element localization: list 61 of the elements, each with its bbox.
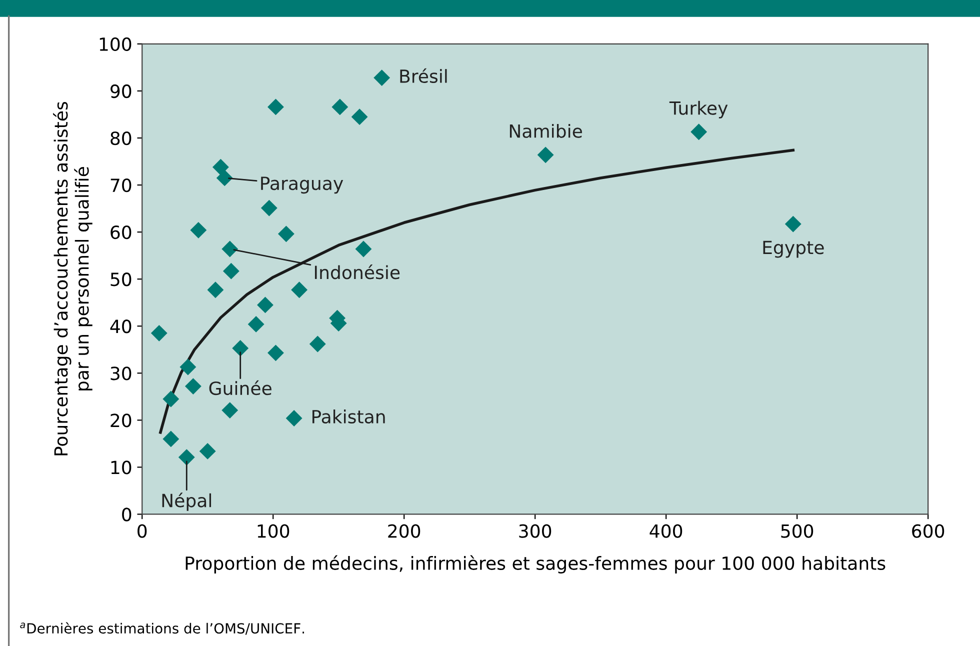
point	[278, 226, 294, 242]
point	[257, 296, 274, 314]
point	[355, 240, 372, 258]
x-tick-label: 400	[650, 524, 682, 538]
point	[190, 222, 207, 238]
text: $^{a}$Dernières estimations de l’OMS/UNICEF.	[20, 622, 304, 635]
point	[537, 146, 554, 164]
point	[199, 442, 216, 460]
point	[332, 98, 348, 116]
point	[248, 316, 264, 332]
point	[212, 158, 229, 176]
y-tick-label: 30	[110, 366, 132, 380]
point	[309, 336, 326, 352]
point	[162, 430, 180, 448]
point	[162, 390, 180, 408]
x-tick-label: 500	[781, 524, 814, 538]
y-axis-title: Pourcentage d’accouchements assistés par un personnel qualifié	[53, 102, 92, 456]
point	[232, 340, 249, 356]
y-tick-label: 70	[110, 178, 132, 192]
y-tick-label: 40	[110, 320, 132, 334]
annotation: Brésil	[400, 68, 447, 84]
point	[784, 216, 802, 232]
y-tick-label: 60	[110, 226, 132, 240]
x-tick-label: 600	[912, 524, 944, 538]
point	[690, 124, 708, 140]
point	[216, 170, 233, 186]
point	[222, 262, 240, 280]
y-tick-label: 50	[110, 272, 132, 286]
point	[184, 378, 202, 395]
point	[267, 344, 284, 362]
x-tick-label: 200	[388, 524, 420, 538]
annotation: Paraguay	[261, 176, 344, 194]
y-tick-label: 80	[110, 131, 132, 146]
annotation: Guinée	[209, 380, 272, 396]
y-tick-label: 0	[122, 508, 132, 522]
point	[222, 240, 238, 258]
annotation: Indonésie	[314, 264, 400, 280]
point	[286, 410, 302, 426]
point	[150, 324, 168, 342]
annotation: Namibie	[510, 124, 582, 138]
annotation: Pakistan	[312, 410, 385, 424]
point	[351, 108, 368, 126]
x-tick-label: 0	[138, 524, 147, 538]
x-tick-label: 300	[519, 524, 552, 538]
point	[374, 70, 390, 86]
x-tick-label: 100	[258, 524, 290, 538]
point	[267, 98, 284, 116]
point	[260, 200, 278, 216]
y-tick-label: 20	[110, 414, 132, 428]
point	[178, 449, 195, 466]
annotation: Egypte	[763, 240, 824, 258]
point	[180, 358, 196, 376]
annotation: Népal	[162, 492, 212, 511]
y-tick-label: 10	[111, 460, 132, 474]
point	[222, 402, 238, 418]
x-axis-title: Proportion de médecins, infirmières et sages-femmes pour 100 000 habitants	[186, 555, 886, 574]
y-tick-label: 90	[110, 84, 132, 98]
point	[291, 282, 308, 298]
point	[207, 282, 224, 298]
annotation: Turkey	[669, 100, 728, 118]
y-tick-label: 100	[100, 37, 132, 52]
